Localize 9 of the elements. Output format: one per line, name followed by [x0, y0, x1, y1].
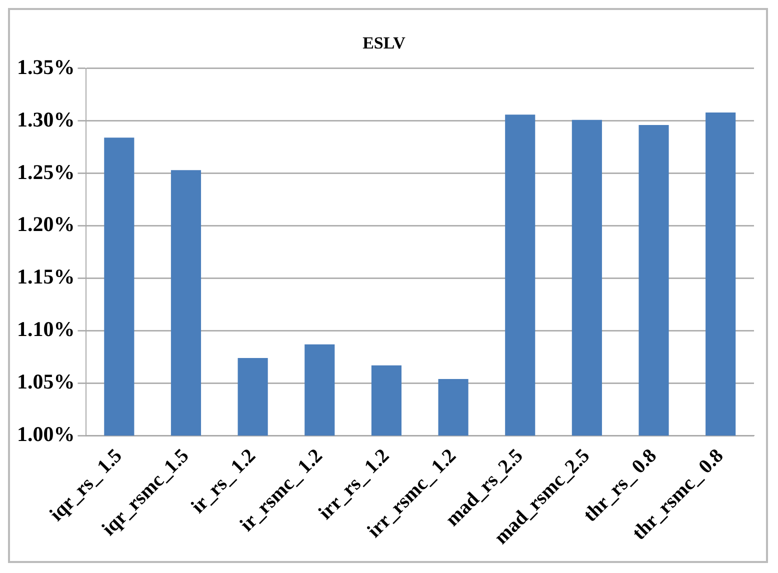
chart-title: ESLV [362, 34, 406, 53]
y-tick-label: 1.10% [17, 317, 75, 342]
y-tick-label: 1.15% [17, 264, 75, 289]
y-tick-label: 1.35% [17, 54, 75, 79]
y-tick-label: 1.25% [17, 160, 75, 184]
y-tick-label: 1.30% [17, 107, 75, 132]
y-tick-label: 1.05% [17, 370, 75, 394]
y-tick-label: 1.20% [17, 212, 75, 236]
y-tick-label: 1.00% [17, 422, 75, 446]
